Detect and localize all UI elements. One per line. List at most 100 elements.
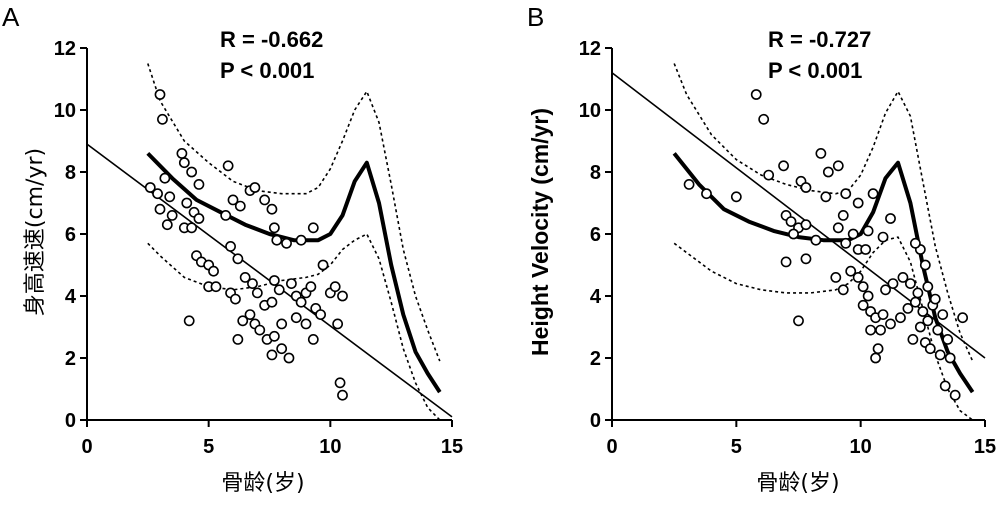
panel-b-x-tick-label: 5 [731, 436, 742, 458]
panel-a-data-point [144, 182, 156, 193]
panel-a-data-point [159, 172, 171, 184]
panel-b-data-point [922, 281, 934, 293]
panel-a-mean-curve [146, 151, 442, 394]
panel-a-lower-band [147, 233, 441, 420]
panel-b-data-point [730, 191, 742, 203]
panel-b-y-label: Height Velocity (cm/yr) [527, 108, 553, 356]
panel-b-data-point [810, 234, 822, 246]
panel-a-x-tick-label: 0 [81, 436, 92, 458]
panel-a-data-point [285, 278, 297, 289]
panel-b-x-label: 骨龄(岁) [756, 471, 839, 496]
panel-a-data-point [230, 293, 241, 305]
panel-b-data-point [865, 324, 877, 336]
panel-a-data-point [305, 281, 317, 293]
panel-a-y-tick-label: 10 [54, 100, 76, 122]
panel-b-r-value: R = -0.727 [768, 27, 871, 52]
panel-b-lower-band [673, 236, 974, 420]
panel-b-data-point [758, 113, 770, 125]
panel-b-data-point [919, 259, 931, 271]
panel-b-data-point [800, 182, 812, 193]
panel-a-data-point [268, 222, 280, 234]
panel-b-data-point [815, 147, 827, 159]
panel-b-data-point [862, 225, 874, 237]
panel-a-data-point [183, 315, 195, 327]
panel-b-y-tick-label: 12 [579, 38, 601, 60]
panel-a-data-point [247, 278, 258, 289]
panel-b-data-point [867, 188, 879, 200]
panel-a-data-point [152, 188, 163, 200]
panel-b-x-tick-label: 10 [850, 436, 872, 458]
panel-b-data-point [929, 293, 941, 305]
panel-b-data-point [870, 352, 881, 364]
panel-b-data-point [875, 324, 886, 336]
panel-a-data-point [181, 197, 193, 209]
panel-a-r-value: R = -0.662 [220, 27, 323, 52]
panel-b-data-point [847, 228, 859, 240]
panel-b-data-point [830, 271, 842, 283]
panel-b-data-point [942, 333, 954, 345]
panel-a-data-point [222, 160, 234, 172]
panel-a-data-point [266, 203, 278, 215]
panel-a-y-tick-label: 6 [65, 224, 76, 246]
panel-b-data-point [800, 219, 812, 231]
panel-b-data-point [701, 188, 712, 200]
panel-b-data-point [778, 160, 789, 172]
panel-a-data-point [254, 324, 266, 336]
panel-a-data-point [295, 234, 307, 246]
panel-a-data-point [220, 209, 232, 221]
panel-b-data-point [822, 166, 834, 178]
panel-b-data-point [793, 315, 804, 327]
panel-a-data-point [283, 352, 295, 364]
panel-b-data-point [840, 237, 852, 249]
panel-b-data-point [924, 343, 936, 355]
panel-a-data-point [161, 219, 173, 231]
panel-a-data-point [227, 194, 239, 206]
panel-a-data-point [186, 222, 198, 234]
panel-b-data-point [934, 349, 946, 361]
panel-b-data-point [917, 306, 929, 317]
panel-a-data-point [295, 296, 307, 308]
panel-b-data-point [949, 389, 961, 401]
panel-a-data-point [239, 271, 251, 283]
panel-a-data-point [210, 281, 222, 293]
panel-b-y-tick-label: 2 [590, 348, 601, 370]
panel-b-data-point [887, 278, 899, 289]
panel-a-data-point [273, 284, 285, 296]
panel-a-y-tick-label: 8 [65, 162, 76, 184]
panel-a-data-point [193, 178, 205, 190]
panel-a-upper-band [147, 63, 441, 362]
panel-b-data-point [885, 213, 896, 224]
panel-a-data-point [164, 191, 176, 203]
panel-a-data-point [208, 265, 219, 277]
panel-b-data-point [880, 284, 891, 296]
panel-b-x-tick-label: 15 [974, 436, 996, 458]
panel-b-data-point [885, 318, 896, 330]
panel-b-data-point [872, 343, 884, 355]
panel-a-data-point [186, 166, 198, 178]
panel-b-data-point [877, 309, 889, 320]
panel-a-plot: 0 2 4 6 8 10 12 0 5 10 15 [54, 38, 463, 458]
panel-b-data-point [832, 160, 844, 172]
panel-a-x-tick-label: 15 [441, 436, 463, 458]
panel-b: B R = -0.727 P < 0.001 0 2 4 6 8 10 12 0 5 10 15 骨… [527, 2, 996, 496]
panel-a-y-tick-label: 12 [54, 38, 76, 60]
panel-b-y-tick-label: 4 [590, 286, 602, 308]
panel-a-data-point [317, 259, 329, 271]
panel-a-data-point [259, 194, 271, 206]
panel-b-data-point [897, 271, 909, 283]
panel-a-data-point [225, 240, 236, 252]
panel-a-data-point [237, 315, 249, 327]
panel-a-data-point [266, 349, 278, 361]
panel-a-data-point [268, 275, 280, 286]
panel-a-data-point [266, 296, 278, 308]
panel-b-mean-curve [672, 152, 975, 394]
panel-a-data-point [234, 200, 246, 212]
panel-b-data-point [895, 312, 906, 324]
panel-b-data-point [820, 191, 832, 203]
panel-b-data-point [788, 228, 799, 240]
panel-a-data-point [271, 234, 283, 246]
panel-a-data-point [300, 318, 312, 330]
panel-a-data-point [178, 157, 190, 169]
panel-a-data-point [232, 333, 244, 345]
